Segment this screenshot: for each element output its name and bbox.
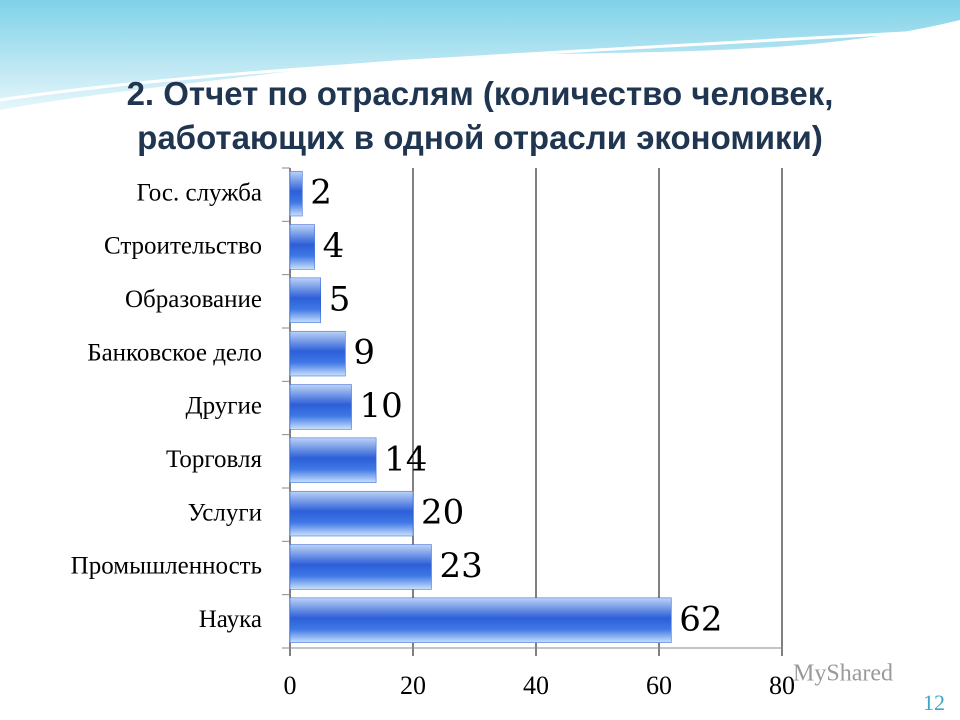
y-tick-label: Образование (125, 286, 262, 313)
y-tick-label: Другие (186, 393, 262, 420)
value-label: 9 (353, 333, 375, 373)
y-tick-label: Гос. служба (137, 179, 262, 206)
value-label: 10 (360, 386, 403, 426)
value-label: 5 (329, 279, 351, 319)
value-label: 62 (679, 599, 722, 639)
value-label: 2 (310, 173, 332, 213)
wave-line (0, 28, 960, 102)
bar (289, 597, 672, 643)
y-tick-label: Торговля (166, 446, 262, 473)
y-tick-label: Промышленность (71, 553, 262, 580)
y-tick-label: Строительство (104, 233, 262, 260)
x-tick-label: 0 (284, 671, 297, 700)
bar (289, 490, 414, 537)
chart-title: 2. Отчет по отраслям (количество человек… (126, 75, 834, 156)
bar (289, 277, 321, 323)
y-tick-label: Наука (199, 606, 262, 633)
header-wave (0, 0, 960, 110)
watermark: MyShared (793, 661, 893, 687)
y-tick-label: Услуги (188, 499, 262, 526)
x-tick-label: 80 (769, 671, 795, 700)
x-tick-label: 60 (646, 671, 672, 700)
bar (289, 437, 377, 483)
bar (289, 544, 432, 590)
bar (289, 224, 315, 270)
x-tick-label: 20 (400, 671, 426, 700)
value-label: 20 (421, 493, 464, 533)
value-label: 4 (323, 226, 345, 266)
y-tick-label: Банковское дело (87, 339, 262, 366)
bar (289, 384, 352, 430)
bar (289, 330, 346, 377)
x-tick-label: 40 (523, 671, 549, 700)
slide-number: 12 (923, 690, 945, 715)
bar (289, 170, 303, 217)
value-label: 14 (384, 439, 427, 479)
value-label: 23 (439, 546, 482, 586)
